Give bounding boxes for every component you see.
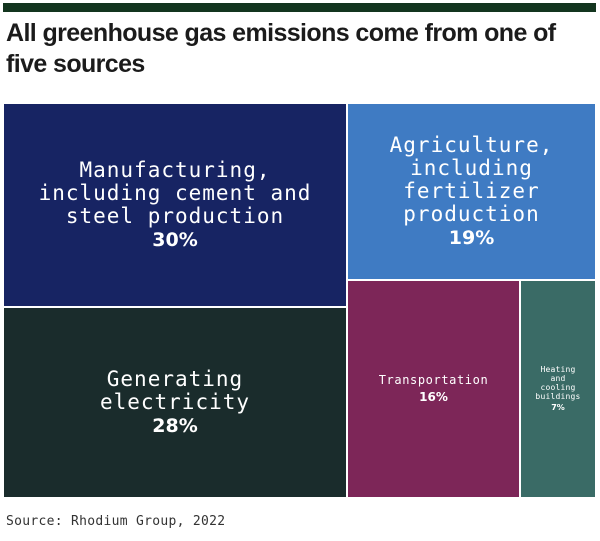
source-note: Source: Rhodium Group, 2022 — [6, 514, 226, 529]
cell-value: 30% — [152, 228, 198, 251]
cell-label: Heating and cooling buildings — [535, 364, 581, 401]
cell-value: 19% — [448, 226, 495, 249]
chart-title: All greenhouse gas emissions come from o… — [6, 19, 556, 78]
treemap-cell-transportation: Transportation 16% — [347, 280, 520, 498]
treemap-cell-agriculture: Agriculture, including fertilizer produc… — [347, 103, 596, 280]
cell-value: 28% — [152, 414, 198, 437]
top-accent-bar — [3, 3, 596, 12]
cell-value: 7% — [551, 402, 565, 412]
cell-label: Agriculture, including fertilizer produc… — [389, 132, 554, 226]
cell-value: 16% — [419, 390, 448, 404]
cell-label: Generating electricity — [99, 366, 251, 414]
treemap-cell-manufacturing: Manufacturing, including cement and stee… — [3, 103, 347, 307]
treemap: Manufacturing, including cement and stee… — [3, 103, 596, 498]
cell-label: Transportation — [378, 373, 489, 387]
treemap-cell-buildings: Heating and cooling buildings 7% — [520, 280, 596, 498]
treemap-cell-electricity: Generating electricity 28% — [3, 307, 347, 498]
cell-label: Manufacturing, including cement and stee… — [38, 157, 312, 228]
